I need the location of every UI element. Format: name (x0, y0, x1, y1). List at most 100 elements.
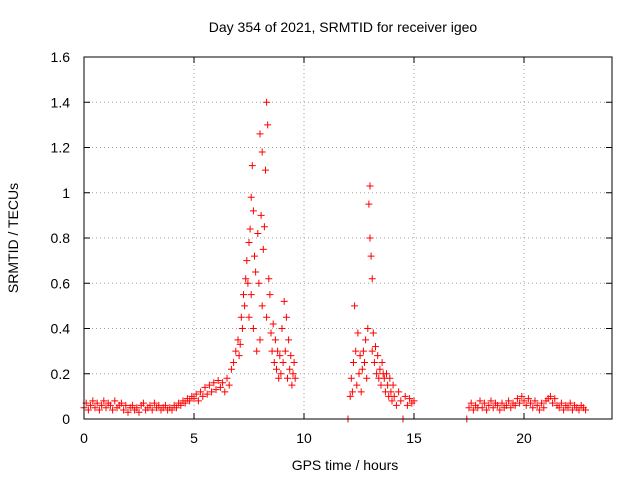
x-tick-label: 10 (296, 430, 312, 446)
data-point (280, 297, 288, 305)
data-point (247, 193, 255, 201)
data-point (281, 347, 289, 355)
data-point (258, 302, 266, 310)
data-point (262, 166, 269, 174)
data-point (546, 392, 554, 400)
data-point (128, 401, 136, 409)
data-point (352, 347, 360, 355)
data-point (199, 392, 207, 400)
data-point (494, 401, 502, 409)
data-point (372, 343, 379, 351)
data-point (269, 320, 277, 328)
grid (84, 57, 612, 419)
data-point (276, 352, 284, 360)
y-axis-label: SRMTID / TECUs (5, 183, 21, 293)
data-point (356, 352, 364, 360)
data-point (232, 347, 240, 355)
data-point (373, 370, 381, 378)
y-tick-label: 0 (62, 411, 70, 427)
data-point (260, 223, 268, 231)
data-point (288, 381, 296, 389)
data-point (401, 392, 409, 400)
data-point (351, 302, 359, 310)
data-point (216, 383, 224, 391)
data-point (235, 352, 243, 360)
data-point (520, 397, 528, 405)
data-point (353, 381, 361, 389)
data-point (168, 406, 176, 414)
data-point (238, 325, 246, 332)
x-tick-label: 20 (516, 430, 532, 446)
data-point (403, 401, 411, 409)
data-point (133, 404, 141, 412)
y-tick-label: 0.2 (51, 366, 71, 382)
data-point (540, 404, 548, 412)
data-point (377, 381, 385, 389)
chart-title: Day 354 of 2021, SRMTID for receiver ige… (209, 19, 478, 35)
data-point (386, 374, 394, 382)
data-point (263, 98, 271, 106)
data-point (192, 390, 200, 398)
y-tick-label: 0.4 (51, 321, 71, 337)
data-point (277, 370, 285, 378)
data-point (255, 279, 263, 287)
data-point (201, 383, 209, 391)
data-point (287, 352, 295, 360)
data-point (249, 325, 257, 332)
data-point (91, 404, 99, 412)
data-point (465, 404, 473, 412)
data-point (208, 388, 216, 396)
data-point (467, 399, 475, 407)
data-point (505, 397, 513, 405)
data-point (252, 268, 260, 276)
data-point (483, 406, 491, 414)
data-point (549, 399, 557, 407)
data-point (135, 408, 143, 416)
data-point (266, 291, 274, 299)
data-point (374, 352, 382, 360)
data-point (363, 374, 371, 382)
y-tick-label: 1 (62, 185, 70, 201)
data-point (533, 401, 541, 409)
data-point (369, 329, 377, 337)
data-point (243, 257, 251, 265)
data-point (285, 336, 293, 344)
data-point (89, 397, 97, 405)
data-point (197, 388, 205, 396)
data-point (93, 399, 101, 407)
data-point (535, 406, 543, 414)
data-point (346, 392, 354, 400)
data-point (566, 399, 574, 407)
data-point (214, 377, 222, 385)
data-point (256, 130, 264, 138)
data-point (109, 406, 117, 414)
data-point (247, 291, 255, 299)
data-point (370, 358, 378, 366)
data-point (212, 386, 220, 394)
data-point (95, 406, 103, 414)
data-point (234, 336, 242, 344)
data-point (246, 225, 254, 233)
data-point (383, 370, 390, 378)
data-point (395, 388, 403, 396)
data-point (249, 207, 257, 215)
data-point (236, 340, 244, 348)
data-point (244, 279, 252, 287)
data-point (148, 406, 156, 414)
data-point (248, 162, 256, 170)
data-point (279, 358, 287, 366)
data-point (361, 358, 368, 366)
data-point (124, 408, 132, 416)
data-point (354, 329, 362, 337)
data-point (478, 404, 486, 412)
data-point (387, 388, 395, 396)
data-point (368, 347, 376, 355)
data-point (350, 358, 357, 366)
data-point (498, 399, 506, 407)
data-point (522, 401, 530, 409)
data-point (389, 381, 397, 389)
data-point (100, 397, 108, 405)
data-point (489, 404, 497, 412)
data-point (496, 406, 504, 414)
data-point (392, 401, 400, 409)
